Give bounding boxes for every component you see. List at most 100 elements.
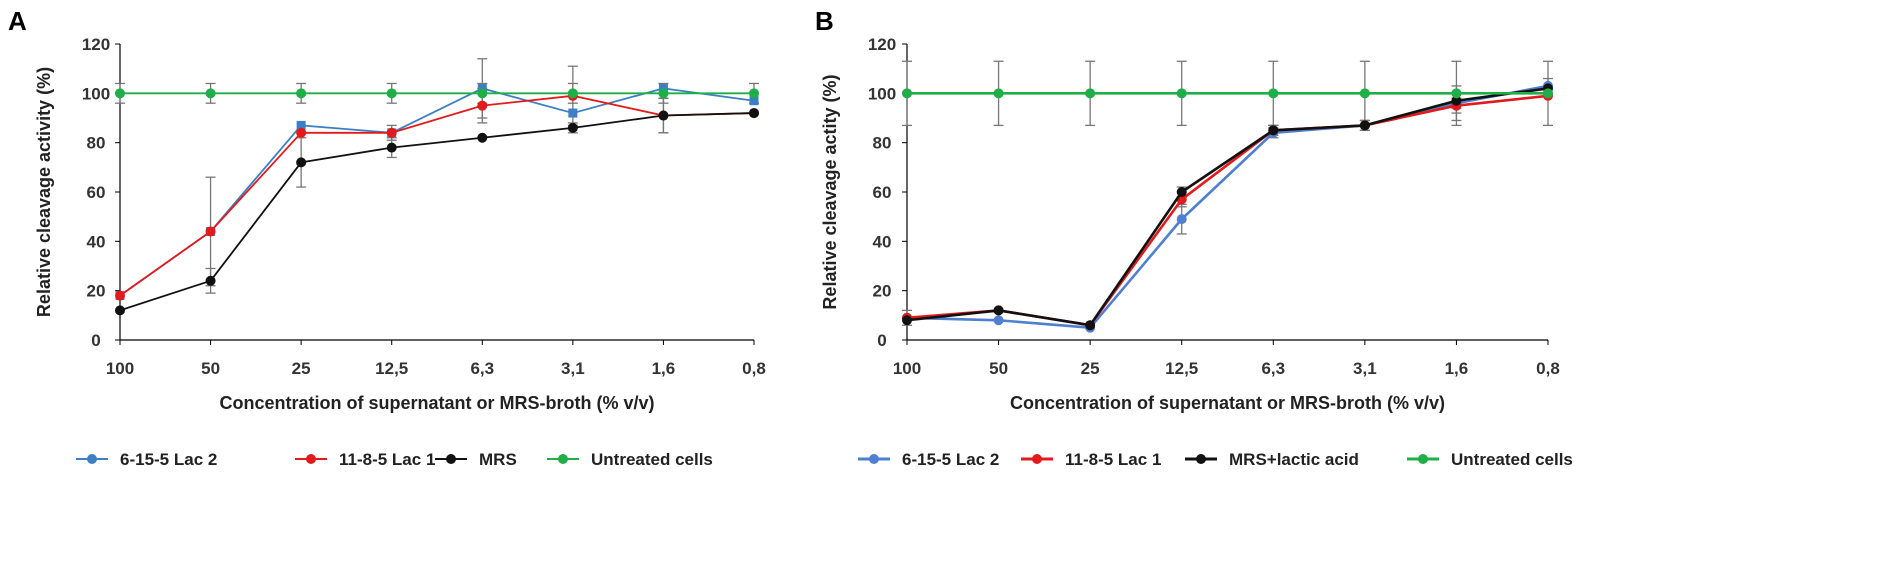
x-tick-label: 6,3 xyxy=(1261,359,1285,378)
data-point xyxy=(205,88,216,99)
y-tick-label: 100 xyxy=(82,84,110,103)
data-point xyxy=(1268,125,1279,136)
data-point xyxy=(296,88,307,99)
x-tick-label: 3,1 xyxy=(1353,359,1377,378)
data-point xyxy=(1176,214,1187,225)
data-point xyxy=(386,142,397,153)
panel-letter: B xyxy=(815,6,834,36)
x-tick-label: 0,8 xyxy=(1536,359,1560,378)
data-point xyxy=(205,226,216,237)
x-tick-label: 50 xyxy=(989,359,1008,378)
series-line xyxy=(119,94,755,297)
series-line xyxy=(119,112,755,312)
data-point xyxy=(477,88,488,99)
data-point xyxy=(1085,320,1096,331)
x-tick-label: 25 xyxy=(292,359,311,378)
x-tick-label: 50 xyxy=(201,359,220,378)
data-point xyxy=(567,88,578,99)
data-point xyxy=(1085,88,1096,99)
y-tick-label: 40 xyxy=(87,232,106,251)
legend-swatch-marker xyxy=(558,454,568,464)
data-point xyxy=(296,127,307,138)
legend-swatch-marker xyxy=(1418,454,1428,464)
data-point xyxy=(1176,88,1187,99)
x-tick-label: 100 xyxy=(106,359,134,378)
x-axis-label: Concentration of supernatant or MRS-brot… xyxy=(1010,393,1445,413)
data-point xyxy=(1268,88,1279,99)
data-point xyxy=(296,120,306,130)
data-point xyxy=(477,132,488,143)
legend-label: MRS xyxy=(479,450,517,469)
y-axis-label: Relative cleavage activity (%) xyxy=(34,67,54,317)
y-axis-label: Relative cleavage actity (%) xyxy=(820,74,840,309)
x-tick-label: 1,6 xyxy=(652,359,676,378)
data-point xyxy=(993,88,1004,99)
legend-swatch-marker xyxy=(446,454,456,464)
data-point xyxy=(902,315,912,326)
x-tick-label: 100 xyxy=(893,359,921,378)
y-tick-label: 60 xyxy=(87,183,106,202)
y-tick-label: 120 xyxy=(82,35,110,54)
data-point xyxy=(902,88,912,99)
data-point xyxy=(115,88,125,99)
y-tick-label: 120 xyxy=(868,35,896,54)
y-tick-label: 80 xyxy=(873,134,892,153)
y-tick-label: 40 xyxy=(873,232,892,251)
data-point xyxy=(477,100,488,111)
series-line xyxy=(906,94,1549,327)
legend-swatch-marker xyxy=(869,454,879,464)
data-point xyxy=(1543,88,1553,99)
data-point xyxy=(993,305,1004,316)
y-tick-label: 0 xyxy=(91,331,100,350)
x-tick-label: 3,1 xyxy=(561,359,585,378)
data-point xyxy=(749,108,759,119)
x-tick-label: 6,3 xyxy=(470,359,494,378)
y-tick-label: 0 xyxy=(877,331,886,350)
y-tick-label: 100 xyxy=(868,84,896,103)
legend-label: MRS+lactic acid xyxy=(1229,450,1359,469)
panel-a: A 0 20 40 60 80 100 120 100 50 25 12,5 6,3 3,1 1,6 0,8 C… xyxy=(8,6,766,469)
panel-b: B 0 20 40 60 80 100 120 100 50 25 12,5 6,3 3,1 1,6 0,8 C… xyxy=(815,6,1573,469)
y-tick-label: 20 xyxy=(87,282,106,301)
data-point xyxy=(658,110,669,121)
data-point xyxy=(749,88,759,99)
x-tick-label: 25 xyxy=(1081,359,1100,378)
data-point xyxy=(1359,120,1370,131)
y-tick-label: 80 xyxy=(87,134,106,153)
data-point xyxy=(568,108,578,118)
x-tick-label: 12,5 xyxy=(1165,359,1198,378)
legend-swatch-marker xyxy=(87,454,97,464)
panel-letter: A xyxy=(8,6,27,36)
data-point xyxy=(115,305,125,316)
data-point xyxy=(296,157,307,168)
legend-label: Untreated cells xyxy=(591,450,713,469)
x-axis-label: Concentration of supernatant or MRS-brot… xyxy=(219,393,654,413)
legend-label: 11-8-5 Lac 1 xyxy=(339,450,435,469)
data-point xyxy=(1176,187,1187,197)
x-tick-label: 1,6 xyxy=(1445,359,1469,378)
legend-swatch-marker xyxy=(1196,454,1206,464)
data-point xyxy=(1451,88,1462,99)
legend-label: 6-15-5 Lac 2 xyxy=(902,450,999,469)
series-line xyxy=(906,84,1549,329)
legend-label: Untreated cells xyxy=(1451,450,1573,469)
data-point xyxy=(1451,95,1462,106)
data-point xyxy=(205,275,216,286)
legend-label: 6-15-5 Lac 2 xyxy=(120,450,217,469)
data-point xyxy=(658,88,669,99)
data-point xyxy=(386,127,397,138)
series-line xyxy=(906,87,1549,327)
y-tick-label: 60 xyxy=(873,183,892,202)
legend-label: 11-8-5 Lac 1 xyxy=(1065,450,1161,469)
y-tick-label: 20 xyxy=(873,282,892,301)
legend-swatch-marker xyxy=(306,454,316,464)
data-point xyxy=(1359,88,1370,99)
data-point xyxy=(993,315,1004,326)
legend-swatch-marker xyxy=(1032,454,1042,464)
data-point xyxy=(115,290,125,301)
data-point xyxy=(386,88,397,99)
data-point xyxy=(749,96,759,106)
x-tick-label: 0,8 xyxy=(742,359,766,378)
data-point xyxy=(567,122,578,133)
